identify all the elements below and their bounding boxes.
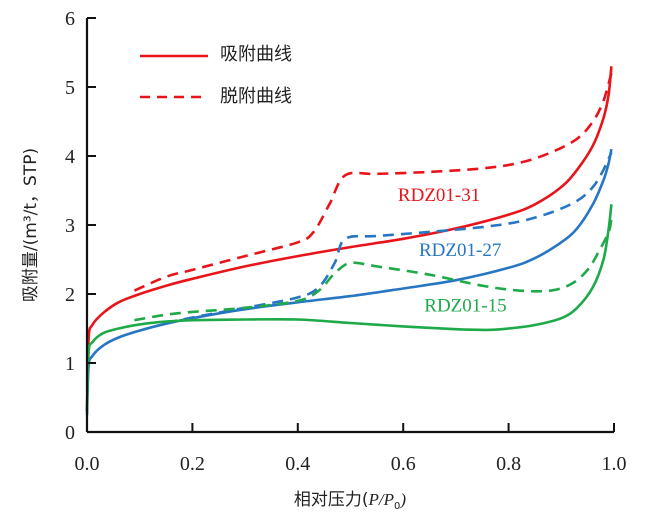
legend: 吸附曲线 脱附曲线 bbox=[140, 44, 292, 107]
series-line-rdz01-27-adsorption bbox=[85, 148, 613, 415]
x-axis-title-slash: / bbox=[378, 490, 386, 509]
y-tick-label: 6 bbox=[65, 8, 75, 30]
y-tick-label: 1 bbox=[65, 353, 75, 375]
x-axis-title: 相对压力(P/P0) bbox=[294, 490, 407, 512]
x-tick-label: 0.8 bbox=[496, 453, 521, 475]
y-axis-title: 吸附量/(m³/t，STP) bbox=[21, 148, 41, 302]
x-axis-title-p: P bbox=[368, 490, 379, 509]
y-tick-label: 3 bbox=[65, 215, 75, 237]
ticks: 0.0 0.2 0.4 0.6 0.8 1.0 0 1 2 3 4 5 6 bbox=[65, 8, 627, 475]
x-tick-label: 0.6 bbox=[391, 453, 416, 475]
axes bbox=[85, 18, 614, 434]
series-line-rdz01-15-adsorption bbox=[85, 204, 613, 412]
series-line-rdz01-27-desorption bbox=[165, 152, 613, 325]
y-tick-label: 2 bbox=[65, 284, 75, 306]
y-tick-label: 0 bbox=[65, 422, 75, 444]
legend-label-desorption: 脱附曲线 bbox=[220, 86, 292, 107]
x-tick-label: 0.2 bbox=[180, 453, 205, 475]
x-tick-label: 0.4 bbox=[285, 453, 310, 475]
legend-label-adsorption: 吸附曲线 bbox=[220, 44, 292, 65]
y-tick-label: 4 bbox=[65, 146, 75, 168]
x-axis-title-p0: P bbox=[383, 490, 394, 509]
x-tick-label: 1.0 bbox=[602, 453, 627, 475]
series-line-rdz01-15-desorption bbox=[134, 217, 613, 322]
x-tick-label: 0.0 bbox=[75, 453, 100, 475]
series-line-rdz01-31-adsorption bbox=[85, 66, 613, 412]
series-line-rdz01-31-desorption bbox=[133, 72, 613, 292]
x-axis-title-prefix: 相对压力( bbox=[294, 490, 369, 510]
x-axis-title-suffix: ) bbox=[399, 490, 406, 509]
series-label-rdz01-15: RDZ01-15 bbox=[424, 295, 506, 316]
series-label-rdz01-27: RDZ01-27 bbox=[419, 240, 501, 261]
x-axis-title-subscript: 0 bbox=[394, 501, 400, 512]
y-tick-label: 5 bbox=[65, 77, 75, 99]
series-lines bbox=[85, 66, 613, 415]
series-label-rdz01-31: RDZ01-31 bbox=[398, 185, 480, 206]
series-annotations: RDZ01-31 RDZ01-27 RDZ01-15 bbox=[398, 185, 507, 316]
